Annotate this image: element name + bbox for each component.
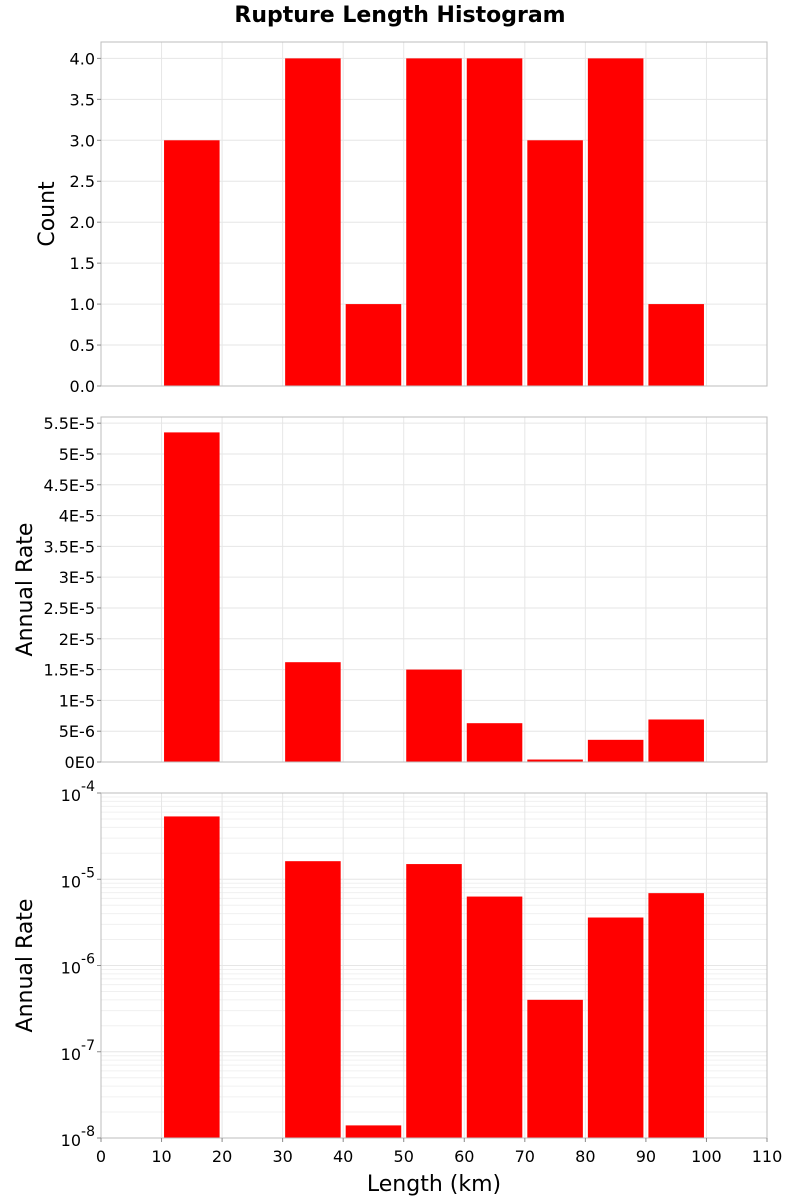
bar bbox=[587, 917, 644, 1138]
y-tick-label: 1.5E-5 bbox=[43, 661, 95, 680]
bar bbox=[285, 662, 341, 762]
y-tick-label: 4.5E-5 bbox=[43, 476, 95, 495]
y-tick-label: 0.5 bbox=[70, 336, 95, 355]
x-tick-label: 80 bbox=[575, 1147, 595, 1166]
bar bbox=[285, 861, 341, 1138]
y-tick-label: 10-6 bbox=[61, 952, 95, 978]
y-tick-label: 4.0 bbox=[70, 49, 95, 68]
y-tick-label: 5E-5 bbox=[59, 445, 95, 464]
y-tick-label: 1.0 bbox=[70, 295, 95, 314]
x-tick-label: 0 bbox=[96, 1147, 106, 1166]
y-tick-label: 2.5E-5 bbox=[43, 599, 95, 618]
bar bbox=[648, 304, 704, 386]
y-tick-label: 1E-5 bbox=[59, 691, 95, 710]
bar bbox=[587, 58, 644, 386]
plot-frame bbox=[100, 41, 768, 387]
y-axis-label: Annual Rate bbox=[13, 523, 38, 657]
y-axis-label: Annual Rate bbox=[13, 899, 38, 1033]
x-tick-label: 110 bbox=[752, 1147, 783, 1166]
bar bbox=[527, 999, 583, 1138]
bar bbox=[587, 739, 644, 762]
y-tick-label: 10-4 bbox=[61, 779, 95, 805]
y-tick-label: 10-7 bbox=[61, 1038, 95, 1064]
bar bbox=[527, 140, 583, 386]
x-tick-label: 40 bbox=[333, 1147, 353, 1166]
bar bbox=[466, 896, 523, 1138]
bar bbox=[527, 759, 583, 762]
bar bbox=[345, 1125, 402, 1138]
bar bbox=[648, 893, 704, 1138]
x-tick-label: 100 bbox=[691, 1147, 722, 1166]
x-axis-label: Length (km) bbox=[367, 1172, 501, 1197]
y-tick-label: 3.5 bbox=[70, 90, 95, 109]
x-tick-label: 70 bbox=[515, 1147, 535, 1166]
panel-3: 10-8 10-7 10-6 10-5 10-4 Annual Rate bbox=[13, 779, 768, 1150]
y-tick-label: 2.0 bbox=[70, 213, 95, 232]
bar bbox=[285, 58, 341, 386]
bar bbox=[406, 58, 462, 386]
y-tick-label: 3E-5 bbox=[59, 568, 95, 587]
y-tick-label: 4E-5 bbox=[59, 507, 95, 526]
chart-title: Rupture Length Histogram bbox=[234, 3, 566, 28]
panel-1: 0.0 0.5 1.0 1.5 2.0 2.5 3.0 3.5 4.0 Count bbox=[35, 41, 768, 396]
bar bbox=[345, 304, 402, 386]
bar bbox=[406, 669, 462, 762]
plot-frame bbox=[100, 416, 768, 763]
bar bbox=[648, 719, 704, 762]
x-tick-label: 90 bbox=[636, 1147, 656, 1166]
bar bbox=[164, 816, 220, 1138]
x-tick-label: 60 bbox=[454, 1147, 474, 1166]
y-tick-label: 5E-6 bbox=[59, 722, 95, 741]
y-tick-label: 3.5E-5 bbox=[43, 537, 95, 556]
y-tick-label: 5.5E-5 bbox=[43, 414, 95, 433]
y-tick-label: 1.5 bbox=[70, 254, 95, 273]
panel-2: 0E0 5E-6 1E-5 1.5E-5 2E-5 2.5E-5 3E-5 3.5E-5 4E-… bbox=[13, 414, 768, 772]
bar bbox=[406, 864, 462, 1138]
x-tick-label: 30 bbox=[272, 1147, 292, 1166]
y-tick-label: 2.5 bbox=[70, 172, 95, 191]
y-axis-label: Count bbox=[35, 181, 60, 247]
x-tick-label: 20 bbox=[212, 1147, 232, 1166]
bar bbox=[466, 723, 523, 762]
y-tick-label: 0.0 bbox=[70, 377, 95, 396]
bar bbox=[164, 432, 220, 762]
bar bbox=[466, 58, 523, 386]
y-tick-label: 10-8 bbox=[61, 1124, 95, 1150]
x-tick-label: 50 bbox=[394, 1147, 414, 1166]
x-tick-label: 10 bbox=[151, 1147, 171, 1166]
y-tick-label: 3.0 bbox=[70, 131, 95, 150]
y-tick-label: 2E-5 bbox=[59, 630, 95, 649]
y-tick-label: 0E0 bbox=[65, 753, 95, 772]
bar bbox=[164, 140, 220, 386]
y-tick-label: 10-5 bbox=[61, 865, 95, 891]
